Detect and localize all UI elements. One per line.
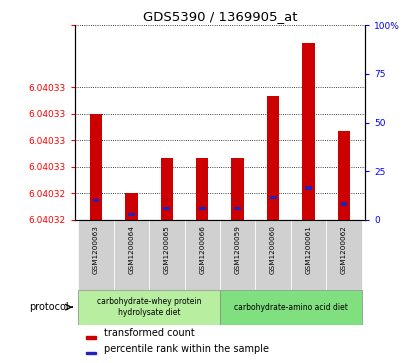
Bar — [291, 220, 326, 290]
Bar — [326, 220, 361, 290]
Bar — [267, 96, 279, 220]
Text: GSM1200063: GSM1200063 — [93, 225, 99, 274]
Bar — [220, 290, 361, 325]
Text: transformed count: transformed count — [104, 329, 195, 338]
Bar — [93, 199, 99, 203]
Bar — [234, 207, 241, 210]
Bar — [78, 290, 220, 325]
Bar — [86, 336, 95, 339]
Bar — [90, 114, 102, 220]
Text: GSM1200066: GSM1200066 — [199, 225, 205, 274]
Bar — [128, 213, 135, 216]
Text: GSM1200060: GSM1200060 — [270, 225, 276, 274]
Bar — [114, 220, 149, 290]
Bar — [270, 196, 276, 199]
Text: percentile rank within the sample: percentile rank within the sample — [104, 344, 269, 354]
Bar — [199, 207, 206, 210]
Bar — [161, 158, 173, 220]
Text: carbohydrate-whey protein
hydrolysate diet: carbohydrate-whey protein hydrolysate di… — [97, 297, 201, 317]
Bar — [78, 220, 114, 290]
Text: protocol: protocol — [29, 302, 69, 312]
Text: GSM1200064: GSM1200064 — [128, 225, 134, 274]
Bar — [302, 43, 315, 220]
Bar — [149, 220, 185, 290]
Bar — [86, 352, 95, 354]
Text: GSM1200059: GSM1200059 — [234, 225, 241, 274]
Bar — [232, 158, 244, 220]
Title: GDS5390 / 1369905_at: GDS5390 / 1369905_at — [143, 10, 297, 23]
Bar — [305, 186, 312, 190]
Bar — [220, 220, 255, 290]
Bar — [196, 158, 208, 220]
Bar — [341, 202, 347, 205]
Text: carbohydrate-amino acid diet: carbohydrate-amino acid diet — [234, 303, 348, 312]
Bar — [164, 207, 170, 210]
Bar — [338, 131, 350, 220]
Bar — [125, 193, 138, 220]
Text: GSM1200062: GSM1200062 — [341, 225, 347, 274]
Text: GSM1200061: GSM1200061 — [305, 225, 312, 274]
Bar — [255, 220, 291, 290]
Bar — [185, 220, 220, 290]
Text: GSM1200065: GSM1200065 — [164, 225, 170, 274]
